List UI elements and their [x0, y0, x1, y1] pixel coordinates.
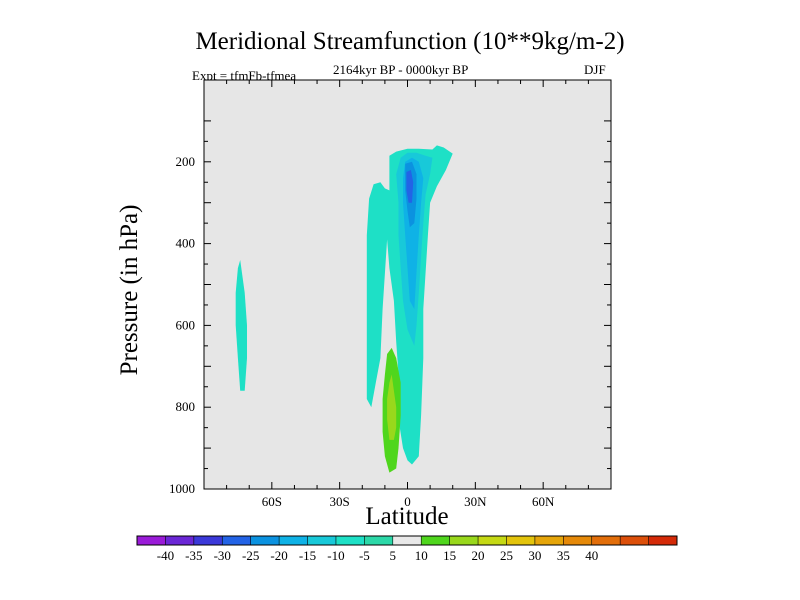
colorbar-swatch — [335, 536, 365, 545]
contour-regions — [235, 145, 453, 473]
x-tick-label: 0 — [404, 494, 411, 509]
colorbar-label: -5 — [359, 548, 370, 563]
colorbar-swatch — [279, 536, 308, 545]
colorbar-swatch — [620, 536, 649, 545]
period-label: 2164kyr BP - 0000kyr BP — [333, 62, 469, 77]
x-tick-label: 30S — [330, 494, 350, 509]
colorbar-swatch — [563, 536, 593, 545]
y-tick-label: 200 — [176, 154, 196, 169]
colorbar-label: 5 — [390, 548, 397, 563]
colorbar-swatch — [506, 536, 536, 545]
colorbar-label: -30 — [214, 548, 231, 563]
colorbar-label: 25 — [500, 548, 513, 563]
colorbar-label: -20 — [270, 548, 287, 563]
colorbar-swatch — [364, 536, 394, 545]
southern-polar-negative-cell — [235, 260, 247, 391]
y-tick-label: 800 — [176, 399, 196, 414]
colorbar-label: -25 — [242, 548, 259, 563]
colorbar-label: 30 — [528, 548, 541, 563]
core-negative-30 — [406, 170, 414, 203]
colorbar: -40 -35 -30 -25 -20 -15 -10 -5 5 10 15 20 25 30 35 40 — [136, 535, 678, 563]
x-axis-label: Latitude — [365, 503, 449, 530]
colorbar-swatch — [591, 536, 621, 545]
colorbar-label: 20 — [472, 548, 485, 563]
colorbar-swatch — [193, 536, 223, 545]
y-tick-label: 600 — [176, 317, 196, 332]
colorbar-label: -10 — [327, 548, 344, 563]
colorbar-swatch — [250, 536, 280, 545]
plot-frame — [203, 79, 612, 490]
experiment-label: Expt = tfmFb-tfmea — [192, 68, 297, 83]
colorbar-label: 10 — [415, 548, 428, 563]
season-label: DJF — [584, 62, 606, 77]
colorbar-swatch — [137, 536, 166, 545]
x-tick-label: 30N — [464, 494, 487, 509]
colorbar-swatch — [421, 536, 450, 545]
y-tick-label: 1000 — [169, 481, 195, 496]
southern-positive-cell-10 — [387, 374, 397, 440]
colorbar-label: -15 — [299, 548, 316, 563]
colorbar-label: -35 — [185, 548, 202, 563]
colorbar-label: 15 — [443, 548, 456, 563]
colorbar-swatch — [648, 536, 678, 545]
colorbar-swatch — [392, 536, 422, 545]
colorbar-swatch — [449, 536, 479, 545]
colorbar-swatch — [534, 536, 564, 545]
colorbar-swatch — [478, 536, 507, 545]
x-tick-label: 60S — [262, 494, 282, 509]
colorbar-frame — [136, 535, 678, 546]
colorbar-swatch — [307, 536, 337, 545]
colorbar-label: 35 — [557, 548, 570, 563]
chart-title: Meridional Streamfunction (10**9kg/m-2) — [195, 28, 625, 55]
colorbar-swatch — [222, 536, 251, 545]
y-tick-label: 400 — [176, 236, 196, 251]
colorbar-label: 40 — [585, 548, 598, 563]
colorbar-swatch — [165, 536, 195, 545]
axis-ticks: 60S 30S 0 30N 60N 200 400 600 800 1000 — [169, 80, 612, 509]
colorbar-label: -40 — [157, 548, 174, 563]
x-tick-label: 60N — [532, 494, 555, 509]
